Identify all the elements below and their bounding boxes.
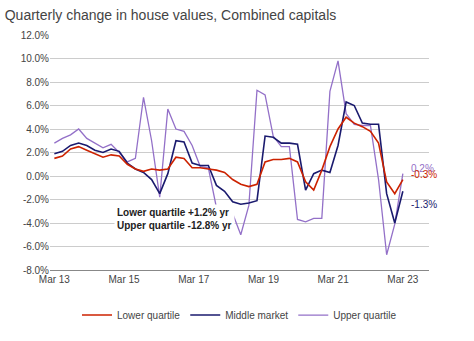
svg-text:2.0%: 2.0% — [26, 147, 49, 158]
svg-text:8.0%: 8.0% — [26, 77, 49, 88]
svg-text:Mar 17: Mar 17 — [178, 274, 210, 285]
svg-text:Middle market: Middle market — [225, 310, 288, 321]
svg-text:10.0%: 10.0% — [21, 53, 49, 64]
svg-text:Lower quartile: Lower quartile — [117, 310, 180, 321]
svg-text:Upper quartile: Upper quartile — [333, 310, 396, 321]
svg-text:-8.0%: -8.0% — [23, 265, 49, 276]
svg-text:Mar 21: Mar 21 — [318, 274, 350, 285]
svg-text:0.2%: 0.2% — [411, 163, 434, 174]
svg-text:0.0%: 0.0% — [26, 171, 49, 182]
svg-text:Quarterly change in house valu: Quarterly change in house values, Combin… — [5, 7, 337, 23]
svg-text:6.0%: 6.0% — [26, 100, 49, 111]
svg-text:-0.3%: -0.3% — [411, 169, 437, 180]
svg-text:-4.0%: -4.0% — [23, 218, 49, 229]
svg-text:Mar 23: Mar 23 — [387, 274, 419, 285]
svg-text:12.0%: 12.0% — [21, 30, 49, 41]
svg-text:Lower quartile +1.2% yrUpper q: Lower quartile +1.2% yrUpper quartile -1… — [117, 207, 232, 231]
svg-text:-2.0%: -2.0% — [23, 194, 49, 205]
svg-text:-6.0%: -6.0% — [23, 241, 49, 252]
svg-text:Mar 15: Mar 15 — [108, 274, 140, 285]
svg-text:-1.3%: -1.3% — [411, 199, 437, 210]
svg-text:Mar 13: Mar 13 — [39, 274, 71, 285]
svg-text:Mar 19: Mar 19 — [248, 274, 280, 285]
svg-text:4.0%: 4.0% — [26, 124, 49, 135]
